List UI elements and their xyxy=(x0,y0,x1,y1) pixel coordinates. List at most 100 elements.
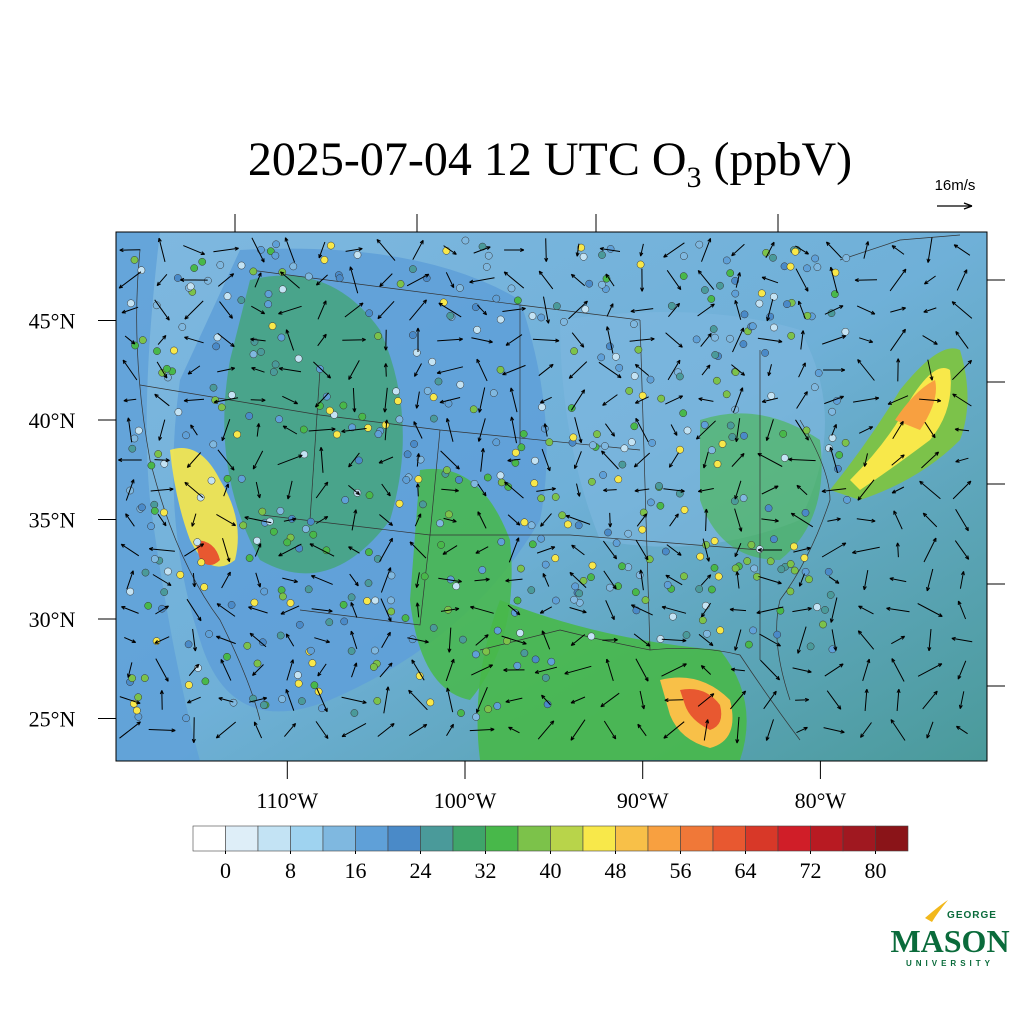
station xyxy=(269,368,278,376)
wind-vector xyxy=(217,366,236,373)
station xyxy=(253,536,261,545)
station xyxy=(615,363,624,372)
wind-vector xyxy=(919,480,941,500)
station xyxy=(497,538,506,546)
station xyxy=(237,474,246,483)
wind-vector xyxy=(891,454,905,466)
wind-vector xyxy=(534,666,558,674)
station xyxy=(299,425,308,434)
wind-vector xyxy=(120,543,140,557)
wind-vector xyxy=(732,387,744,413)
wind-vector xyxy=(157,334,167,345)
station xyxy=(716,626,725,635)
wind-vector xyxy=(959,571,965,589)
wind-vector xyxy=(192,628,197,652)
wind-vector xyxy=(476,358,488,382)
colorbar-swatch xyxy=(452,825,486,852)
wind-vector xyxy=(539,606,553,614)
station xyxy=(569,433,578,442)
station xyxy=(243,641,252,650)
wind-vector xyxy=(222,538,231,563)
wind-vector xyxy=(957,600,967,620)
wind-vector xyxy=(922,512,938,528)
wind-vector xyxy=(923,307,937,313)
station xyxy=(138,336,147,344)
wind-vector xyxy=(313,361,332,379)
station xyxy=(728,433,737,441)
colorbar-swatch xyxy=(615,825,649,852)
station xyxy=(669,612,677,621)
wind-vector xyxy=(505,697,523,704)
wind-vector xyxy=(891,658,905,682)
station xyxy=(739,340,748,348)
station xyxy=(541,560,550,569)
wind-vector xyxy=(735,571,740,589)
station xyxy=(127,299,135,308)
station xyxy=(126,587,135,596)
wind-vector xyxy=(118,271,142,289)
wind-vector xyxy=(283,517,297,522)
station xyxy=(396,280,405,288)
wind-vector xyxy=(640,268,645,292)
station xyxy=(767,392,776,400)
wind-vector xyxy=(378,456,394,464)
station xyxy=(325,618,334,627)
wind-vector xyxy=(829,597,838,623)
station xyxy=(507,284,516,293)
wind-vector xyxy=(600,692,620,708)
station xyxy=(519,430,528,438)
station xyxy=(304,272,313,281)
wind-vector xyxy=(859,337,874,344)
station xyxy=(373,697,382,705)
wind-vector xyxy=(955,508,969,532)
wind-vector xyxy=(154,299,170,321)
station xyxy=(170,346,178,355)
wind-vector xyxy=(348,452,360,468)
wind-vector xyxy=(539,396,552,404)
wind-vector xyxy=(345,247,363,252)
wind-vector xyxy=(184,336,204,344)
station xyxy=(676,372,684,381)
wind-vector xyxy=(663,721,685,739)
wind-vector xyxy=(256,423,261,437)
station xyxy=(426,698,435,707)
station xyxy=(223,652,231,661)
wind-vector xyxy=(125,479,135,501)
wind-vector xyxy=(886,606,910,613)
station xyxy=(713,460,722,468)
station xyxy=(776,606,785,615)
wind-vector xyxy=(700,574,712,586)
wind-vector xyxy=(413,421,423,439)
station xyxy=(726,334,734,343)
wind-vector xyxy=(502,364,526,376)
station xyxy=(227,601,236,609)
station xyxy=(587,632,596,641)
wind-vector xyxy=(735,716,740,744)
station xyxy=(347,593,356,602)
station xyxy=(695,240,704,249)
wind-vector xyxy=(541,694,551,706)
wind-vector xyxy=(318,241,326,259)
station xyxy=(496,365,505,374)
wind-vector xyxy=(348,546,360,554)
wind-vector xyxy=(734,629,742,651)
colorbar-tick-label: 80 xyxy=(865,858,887,883)
wind-vector xyxy=(858,426,874,434)
station xyxy=(410,440,418,448)
wind-vector xyxy=(635,539,649,561)
station xyxy=(493,626,502,635)
wind-vector xyxy=(635,658,649,682)
wind-vector xyxy=(954,540,970,560)
wind-vector xyxy=(282,577,298,584)
wind-vector xyxy=(892,420,904,439)
station xyxy=(722,256,731,265)
wind-vector xyxy=(217,449,235,471)
station xyxy=(710,564,719,572)
wind-vector xyxy=(118,458,142,463)
station xyxy=(228,391,236,399)
wind-vector xyxy=(795,697,810,702)
station xyxy=(806,642,815,651)
station xyxy=(606,245,615,253)
wind-vector xyxy=(796,726,808,734)
station xyxy=(493,702,502,710)
